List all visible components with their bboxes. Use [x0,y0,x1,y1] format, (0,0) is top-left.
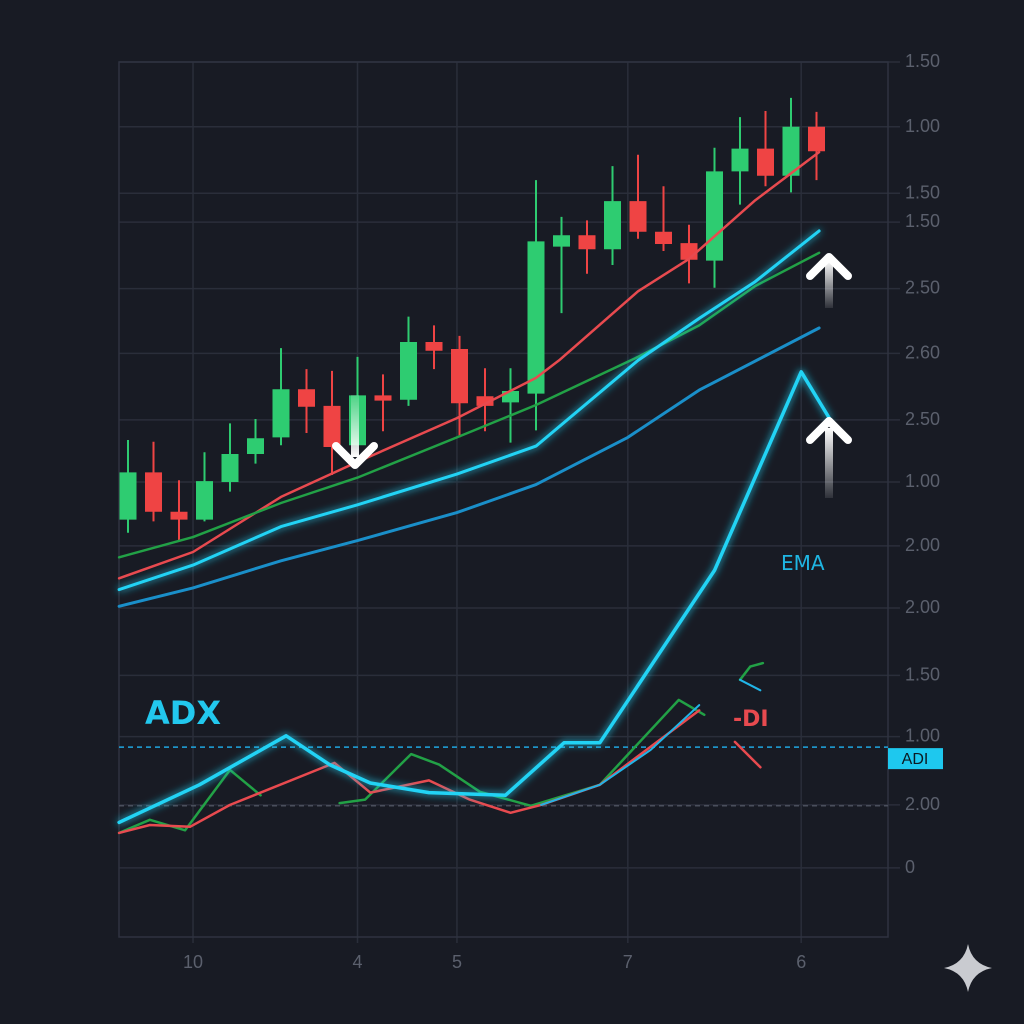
candle-body [272,389,290,438]
candle-up [272,348,290,446]
candle-up [604,166,621,265]
sparkle-logo-icon [944,944,992,992]
y-tick-label: 1.50 [905,182,940,202]
ema-blue-line [117,326,821,608]
adx-label: ADX [145,694,221,732]
candle-down [374,374,392,432]
y-tick-label: 1.00 [905,471,940,491]
candle-body [757,148,774,176]
candle-body [706,171,723,261]
candle-down [323,370,341,475]
di-blue-line [540,704,701,806]
arrow-up-icon [806,417,852,498]
candle-down [808,111,825,181]
candle-down [578,220,596,274]
candle-up [731,117,749,205]
y-tick-label: 2.00 [905,597,940,617]
grid [118,61,900,943]
candle-body [808,126,825,152]
candlesticks [119,97,825,541]
y-tick-label: 2.60 [905,342,940,362]
plus-di-line [338,698,706,808]
level-tag-text: ADI [902,751,929,768]
level-tag [888,748,943,770]
candle-up [706,147,723,288]
candle-body [145,472,162,512]
ema-label: EMA [781,551,825,575]
y-tick-label: 2.00 [905,794,940,814]
y-tick-label: 1.00 [905,726,940,746]
candle-up [247,419,264,464]
candle-up [553,216,570,314]
plus-di-line [738,661,765,682]
indicator-lines [117,150,832,835]
x-tick-label: 4 [352,952,362,972]
candle-body [119,472,137,520]
candle-up [502,368,519,443]
x-tick-label: 5 [452,952,462,972]
candle-body [451,349,468,404]
candle-body [425,342,443,351]
x-tick-label: 10 [183,952,203,972]
y-tick-label: 1.50 [905,664,940,684]
candle-body [655,231,672,244]
y-tick-label: 2.00 [905,535,940,555]
candle-body [578,235,596,250]
candle-body [221,454,239,482]
candle-down [476,368,494,432]
candle-down [145,441,162,522]
candle-up [221,423,239,492]
candle-up [119,440,137,533]
candle-down [655,186,672,251]
y-tick-label: 1.00 [905,116,940,136]
y-tick-label: 1.50 [905,211,940,231]
y-tick-label: 2.50 [905,409,940,429]
candle-body [323,405,341,447]
candle-body [527,241,545,394]
candle-body [502,391,519,403]
candle-up [400,316,417,406]
y-tick-label: 0 [905,857,915,877]
candle-body [731,148,749,172]
candle-body [604,201,621,250]
candle-body [782,126,800,176]
candle-body [553,235,570,247]
ma-green-line [117,251,821,559]
minus-di-label: -DI [733,707,769,732]
candle-down [629,154,647,239]
plot-frame [118,61,889,938]
candle-down [298,369,315,433]
adx-line [117,370,832,825]
y-tick-label: 1.50 [905,51,940,71]
candle-body [629,201,647,232]
candle-down [757,111,774,187]
arrow-down-icon [332,395,378,469]
ema-cyan-line [117,229,821,592]
candle-body [196,481,213,520]
indicator-levels [119,746,888,807]
x-tick-label: 7 [623,952,633,972]
y-tick-label: 2.50 [905,278,940,298]
candle-up [527,180,545,431]
plus-di-line [117,768,262,835]
candle-body [400,342,417,400]
arrow-up-icon [806,253,852,308]
candle-body [374,395,392,401]
candle-down [170,480,188,541]
candle-down [425,325,443,370]
candle-body [170,511,188,520]
minus-di-line [733,740,762,769]
candle-down [451,335,468,438]
di-blue-line [739,678,762,692]
candle-up [196,452,213,522]
axes: 1.50 1.00 1.50 1.50 2.50 2.60 2.50 1.00 2.00 2.00… [183,51,943,972]
candle-body [298,389,315,407]
candle-body [247,438,264,454]
candle-body [476,396,494,406]
candle-up [782,97,800,193]
x-tick-label: 6 [796,952,806,972]
